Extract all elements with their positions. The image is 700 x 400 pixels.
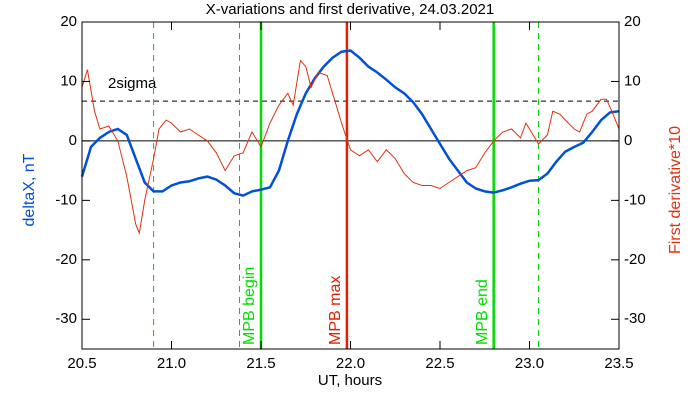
x-tick-label: 23.5 <box>604 355 633 372</box>
y2-tick-label: -20 <box>624 251 646 268</box>
y-tick-label: -30 <box>55 310 77 327</box>
y2-tick-label: 20 <box>624 13 641 30</box>
x-tick-label: 22.0 <box>336 355 365 372</box>
y-axis-label: deltaX, nT <box>21 153 38 226</box>
x-tick-label: 23.0 <box>515 355 544 372</box>
x-tick-label: 21.0 <box>157 355 186 372</box>
y2-tick-label: 10 <box>624 72 641 89</box>
series-line <box>81 59 620 235</box>
y-tick-label: 0 <box>69 132 77 149</box>
y2-tick-label: -30 <box>624 310 646 327</box>
h-line-label: 2sigma <box>108 75 157 92</box>
x-tick-label: 22.5 <box>425 355 454 372</box>
y-tick-label: 20 <box>60 13 77 30</box>
y2-tick-label: -10 <box>624 191 646 208</box>
x-axis-label: UT, hours <box>318 372 382 389</box>
y-tick-label: -10 <box>55 191 77 208</box>
y-tick-label: 10 <box>60 72 77 89</box>
v-line-label: MPB end <box>474 279 491 345</box>
y-tick-label: -20 <box>55 251 77 268</box>
v-line-label: MPB begin <box>241 267 258 345</box>
y2-tick-label: 0 <box>624 132 632 149</box>
series-line <box>80 49 620 197</box>
v-line-label: MPB max <box>327 276 344 345</box>
x-tick-label: 20.5 <box>67 355 96 372</box>
x-tick-label: 21.5 <box>246 355 275 372</box>
chart-title: X-variations and first derivative, 24.03… <box>206 1 495 18</box>
y2-axis-label: First derivative*10 <box>667 126 684 254</box>
